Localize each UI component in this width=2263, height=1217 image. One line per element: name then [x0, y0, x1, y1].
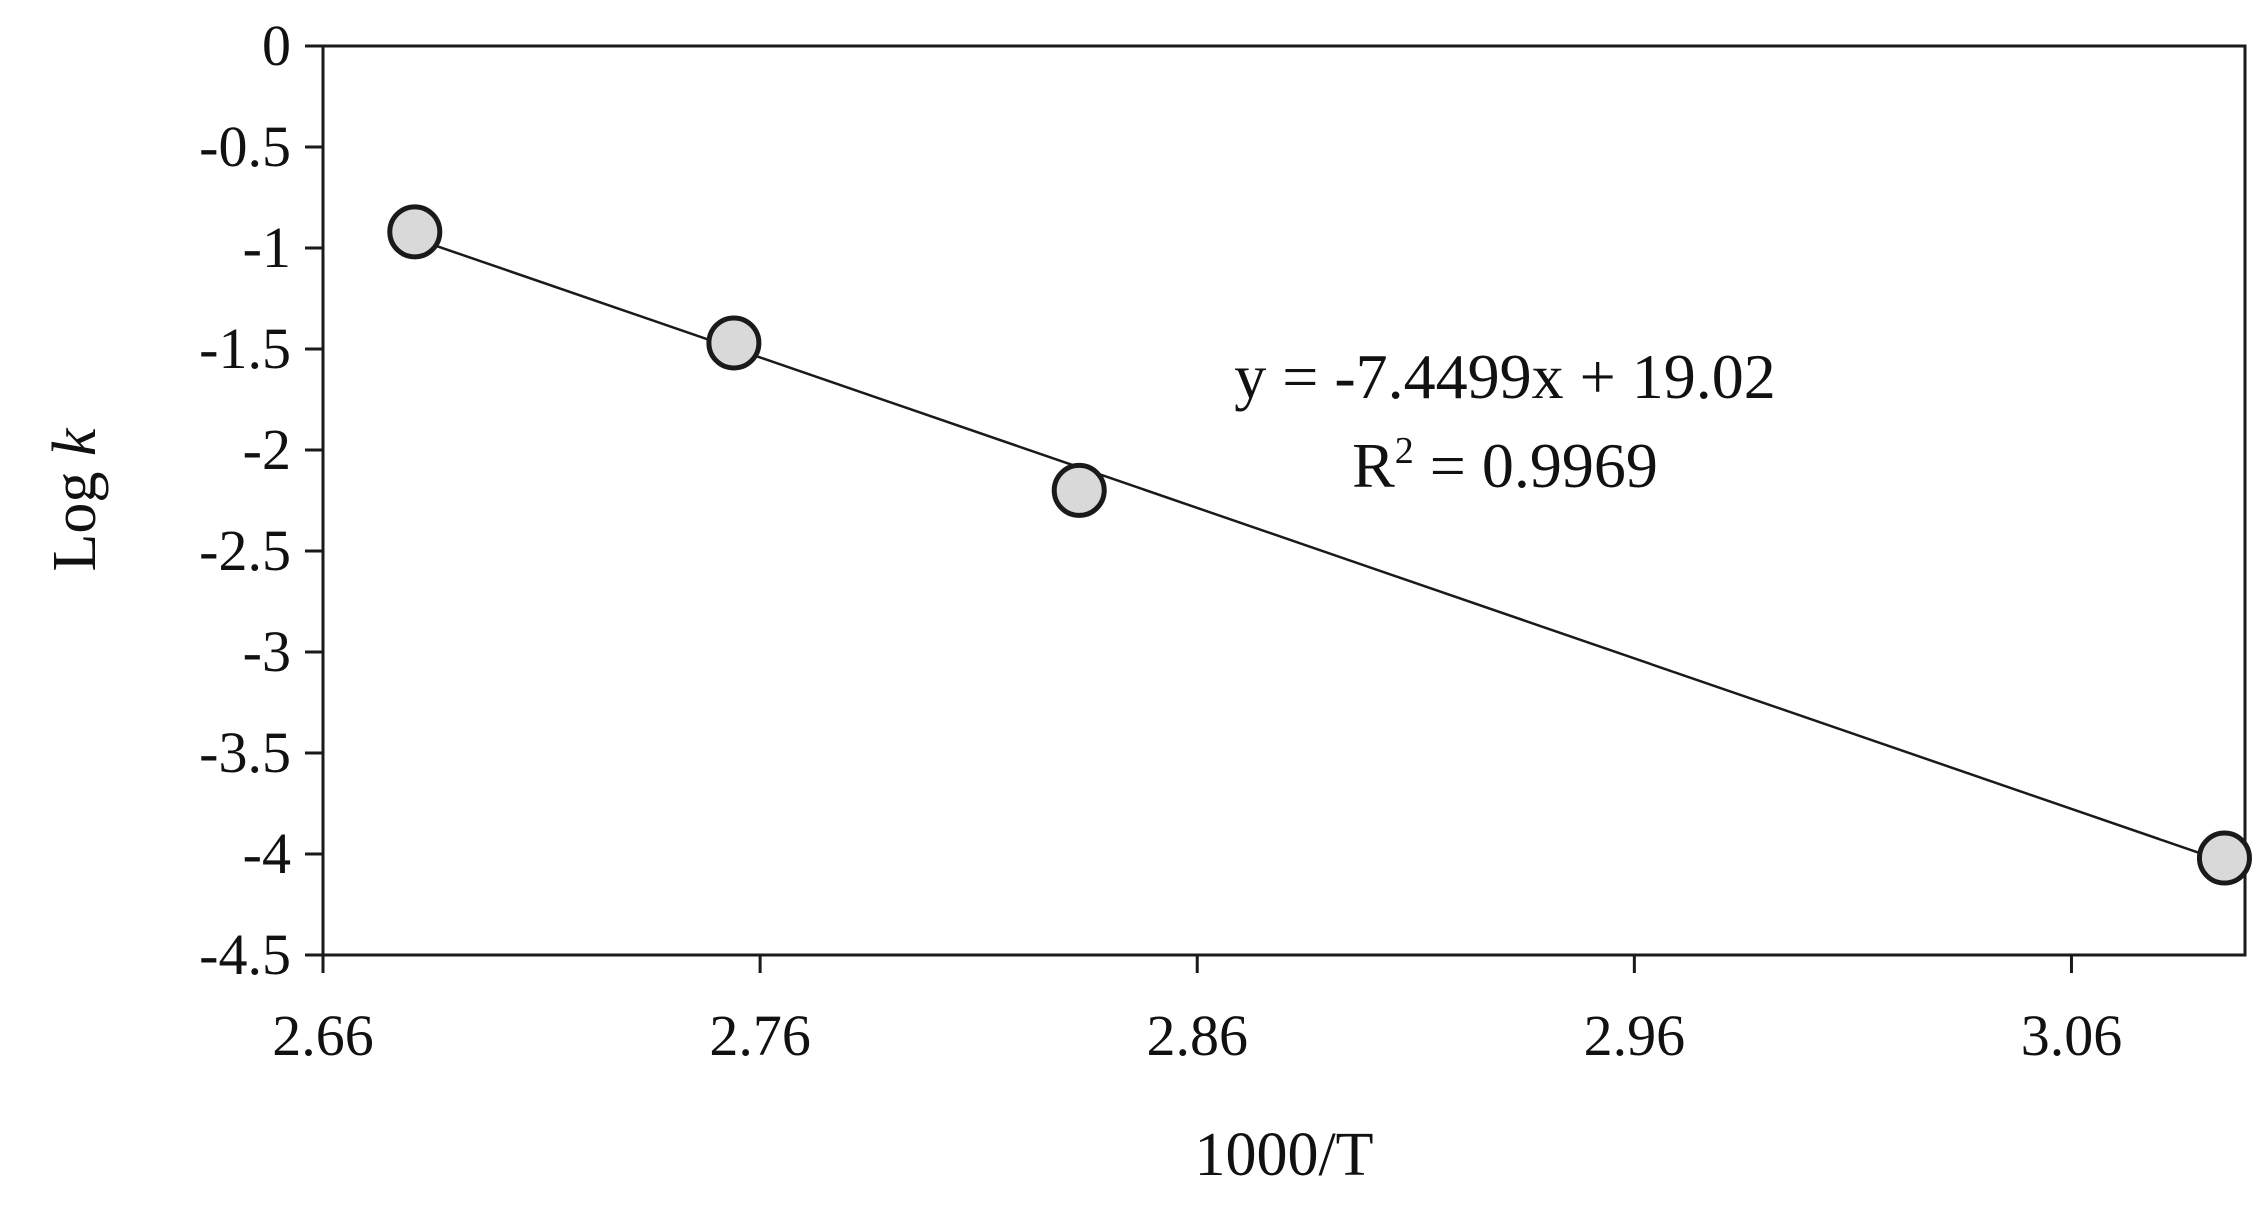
y-tick-label: 0: [262, 13, 291, 78]
y-axis-title-prefix: Log: [41, 456, 109, 571]
x-tick-label: 2.86: [1146, 1003, 1248, 1068]
plot-area-frame: [321, 44, 2247, 957]
x-axis-ticks: 2.66 2.76 2.86 2.96 3.06: [272, 955, 2122, 1068]
y-axis-title: Log k: [41, 427, 109, 571]
x-tick-label: 2.66: [272, 1003, 374, 1068]
y-tick-label: -1.5: [199, 316, 291, 381]
x-tick-label: 2.76: [709, 1003, 811, 1068]
r-squared-prefix: R: [1352, 430, 1395, 501]
x-tick-label: 2.96: [1584, 1003, 1686, 1068]
trendline-equation: y = -7.4499x + 19.02: [1234, 341, 1776, 412]
data-points: [387, 204, 2252, 886]
data-point: [1051, 462, 1107, 518]
y-tick-label: -4: [243, 821, 291, 886]
data-point: [2196, 830, 2252, 886]
y-tick-label: -3: [243, 619, 291, 684]
y-tick-label: -2.5: [199, 518, 291, 583]
y-tick-label: -2: [243, 417, 291, 482]
r-squared-superscript: 2: [1395, 430, 1414, 472]
data-point: [387, 204, 443, 260]
r-squared-value: = 0.9969: [1414, 430, 1658, 501]
y-tick-label: -0.5: [199, 114, 291, 179]
data-point: [706, 315, 762, 371]
r-squared-label: R2 = 0.9969: [1352, 430, 1658, 501]
y-tick-label: -4.5: [199, 922, 291, 987]
y-axis-title-variable: k: [41, 427, 109, 456]
y-tick-label: -3.5: [199, 720, 291, 785]
y-axis-ticks: 0 -0.5 -1 -1.5 -2 -2.5 -3 -3.5 -4 -4.5: [199, 13, 323, 987]
x-axis-title: 1000/T: [1194, 1121, 1373, 1189]
x-tick-label: 3.06: [2021, 1003, 2123, 1068]
y-tick-label: -1: [243, 215, 291, 280]
